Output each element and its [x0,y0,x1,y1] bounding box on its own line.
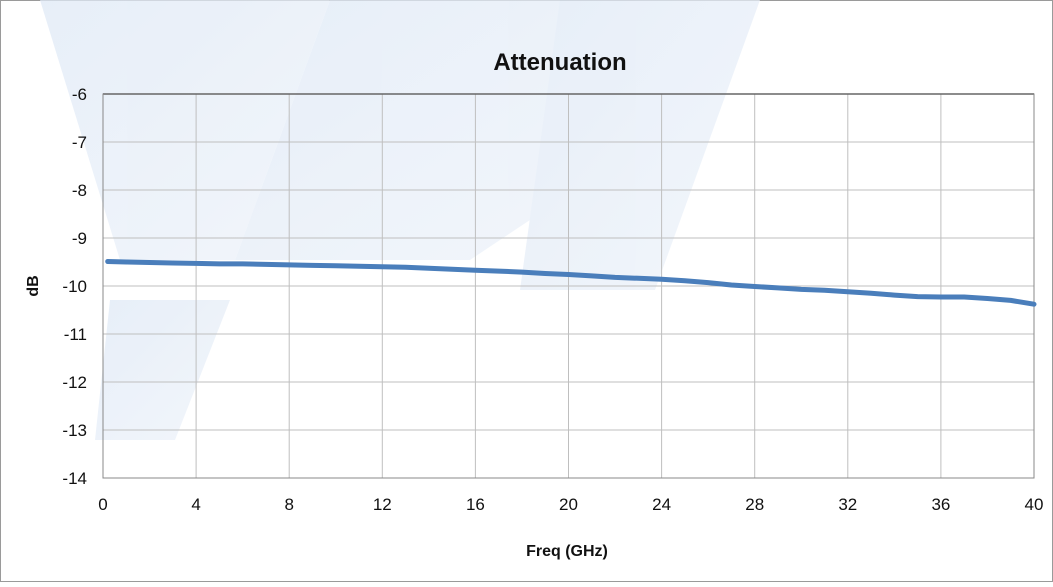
y-tick-label: -13 [62,421,87,440]
x-tick-label: 40 [1025,495,1044,514]
x-tick-label: 8 [284,495,293,514]
x-tick-label: 24 [652,495,671,514]
y-axis-title: dB [25,275,42,296]
y-tick-label: -12 [62,373,87,392]
x-tick-label: 36 [931,495,950,514]
y-tick-label: -9 [72,229,87,248]
y-tick-label: -6 [72,85,87,104]
plot-area-border [102,93,1035,479]
y-tick-label: -10 [62,277,87,296]
watermark-logo [40,0,760,440]
y-tick-label: -8 [72,181,87,200]
x-tick-label: 32 [838,495,857,514]
x-tick-label: 0 [98,495,107,514]
x-tick-label: 16 [466,495,485,514]
x-axis-title: Freq (GHz) [526,543,608,560]
chart-title: Attenuation [493,49,626,76]
y-tick-label: -7 [72,133,87,152]
x-tick-label: 28 [745,495,764,514]
x-tick-label: 4 [191,495,200,514]
series-layer [105,259,1037,307]
y-tick-label: -14 [62,469,87,488]
x-tick-label: 12 [373,495,392,514]
grid [103,93,1034,479]
x-tick-label: 20 [559,495,578,514]
x-axis-ticks: 0 4 8 12 16 20 24 28 32 36 40 [98,495,1043,514]
y-tick-label: -11 [64,325,87,344]
series-line [105,259,1037,307]
y-axis-ticks: -6 -7 -8 -9 -10 -11 -12 -13 -14 [62,85,87,488]
